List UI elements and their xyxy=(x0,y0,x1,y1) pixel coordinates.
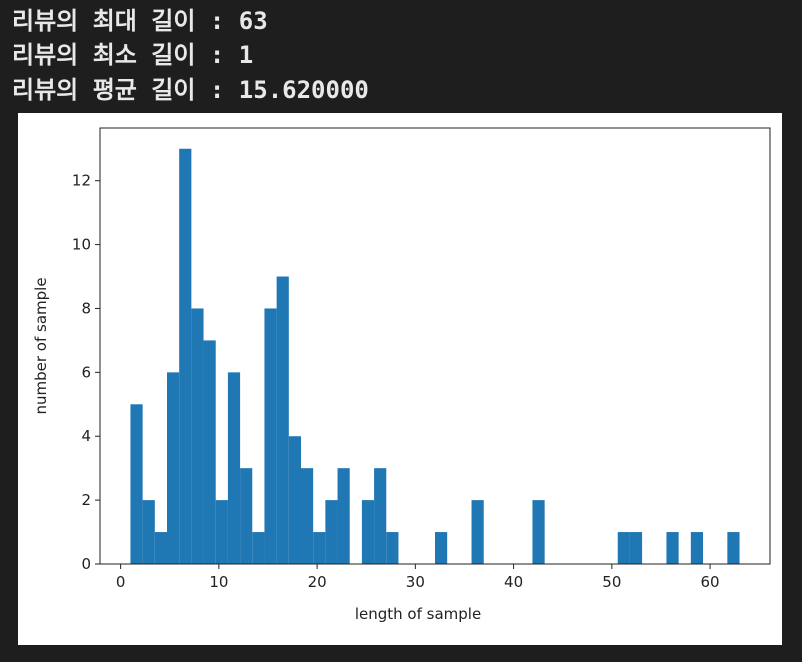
axes-frame xyxy=(99,127,771,565)
x-tick-label: 0 xyxy=(116,573,126,591)
bar xyxy=(240,468,253,564)
y-tick-label: 6 xyxy=(81,363,91,381)
bar xyxy=(130,404,143,564)
bar xyxy=(252,532,265,564)
y-tick-label: 2 xyxy=(81,491,91,509)
bar xyxy=(617,532,630,564)
bar xyxy=(276,276,289,564)
bar xyxy=(215,500,228,564)
bar xyxy=(191,308,204,564)
bar xyxy=(435,532,448,564)
bar xyxy=(313,532,326,564)
bar xyxy=(532,500,545,564)
x-tick-label: 20 xyxy=(308,573,327,591)
bar xyxy=(374,468,387,564)
bar xyxy=(301,468,314,564)
y-axis-label: number of sample xyxy=(32,277,50,414)
bar xyxy=(203,340,216,564)
x-tick-label: 40 xyxy=(504,573,523,591)
bar xyxy=(288,436,301,564)
bar xyxy=(690,532,703,564)
y-tick-label: 4 xyxy=(81,427,91,445)
chart: length of sample number of sample 0 10 20 3… xyxy=(18,113,782,645)
bar xyxy=(179,148,192,564)
output-line: 리뷰의 평균 길이 : 15.620000 xyxy=(12,76,369,104)
bar xyxy=(629,532,643,564)
bar xyxy=(666,532,679,564)
bar xyxy=(727,532,740,564)
bar xyxy=(227,372,241,564)
bar xyxy=(471,500,484,564)
x-tick-label: 10 xyxy=(209,573,228,591)
y-tick-label: 10 xyxy=(72,236,91,254)
x-tick-label: 30 xyxy=(406,573,425,591)
bar xyxy=(386,532,399,564)
bar xyxy=(142,500,155,564)
bar xyxy=(361,500,375,564)
y-tick-label: 8 xyxy=(81,299,91,317)
output-line: 리뷰의 최소 길이 : 1 xyxy=(12,41,254,69)
bar xyxy=(167,372,180,564)
x-tick-label: 60 xyxy=(701,573,720,591)
y-tick-label: 12 xyxy=(72,172,91,190)
x-tick-label: 50 xyxy=(602,573,621,591)
x-axis-label: length of sample xyxy=(355,605,481,623)
y-tick-label: 0 xyxy=(81,555,91,573)
bar xyxy=(325,500,338,564)
bar xyxy=(264,308,277,564)
bar xyxy=(154,532,167,564)
output-line: 리뷰의 최대 길이 : 63 xyxy=(12,7,268,35)
bar xyxy=(337,468,350,564)
